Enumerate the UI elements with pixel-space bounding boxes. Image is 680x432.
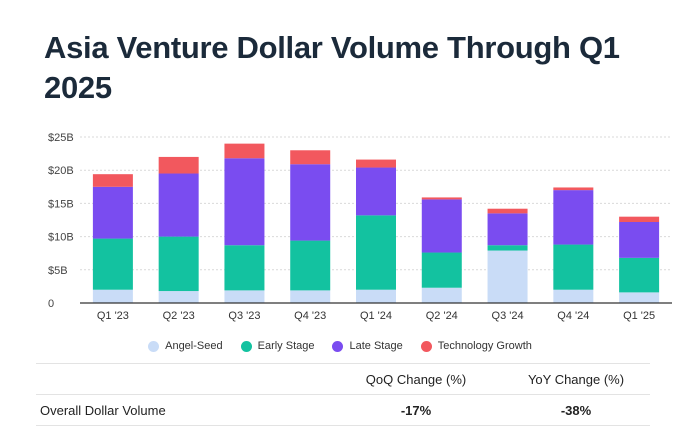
bar-segment — [224, 158, 265, 246]
y-tick-label: $15B — [48, 198, 74, 210]
bar-segment — [92, 238, 133, 290]
bar-segment — [553, 244, 594, 290]
bar-segment — [158, 236, 199, 292]
change-table: QoQ Change (%) YoY Change (%) Overall Do… — [36, 363, 650, 426]
bar-segment — [619, 221, 660, 258]
y-tick-label: $25B — [48, 132, 74, 144]
bar-segment — [224, 290, 265, 303]
bar-segment — [92, 289, 133, 303]
legend-item-angel-seed: Angel-Seed — [148, 340, 223, 352]
y-tick-label: $10B — [48, 232, 74, 244]
x-tick-label: Q2 '24 — [426, 310, 458, 322]
legend-swatch-late-stage — [332, 340, 344, 352]
qoq-value: -17% — [400, 403, 432, 418]
bar-segment — [487, 208, 528, 214]
bar-segment — [356, 167, 396, 216]
bar-segment — [487, 250, 528, 303]
table-row: Overall Dollar Volume -17% -38% — [36, 394, 650, 426]
x-tick-label: Q4 '24 — [557, 310, 589, 322]
legend-swatch-technology-growth — [420, 340, 432, 352]
stacked-bar-chart: 0 $5B $10B $15B $20B $25B Q1 '23 Q2 '23 Q3 '23 Q4… — [48, 132, 672, 322]
legend-swatch-angel-seed — [148, 340, 160, 352]
chart-title: Asia Venture Dollar Volume Through Q1 20… — [44, 30, 620, 105]
table-header-row: QoQ Change (%) YoY Change (%) — [36, 363, 650, 394]
bar-segment — [290, 290, 331, 303]
bar-segment — [92, 174, 133, 187]
x-tick-label: Q1 '25 — [623, 310, 655, 322]
bar-segment — [619, 257, 660, 293]
bar-segment — [421, 199, 462, 253]
bar-segment — [553, 289, 594, 303]
x-tick-label: Q1 '24 — [360, 310, 392, 322]
y-tick-label: $5B — [48, 265, 68, 277]
bar-segment — [421, 197, 462, 200]
legend-label-technology-growth: Technology Growth — [437, 340, 532, 352]
legend-swatch-early-stage — [240, 340, 252, 352]
y-tick-label: $20B — [48, 165, 74, 177]
y-tick-label: 0 — [48, 298, 54, 310]
bar-segment — [290, 240, 331, 291]
bar-segment — [487, 213, 528, 246]
bar-segment — [487, 245, 528, 251]
bar-segment — [421, 252, 462, 288]
table-header-qoq: QoQ Change (%) — [365, 372, 467, 387]
bar-segment — [356, 289, 396, 303]
row-label: Overall Dollar Volume — [40, 403, 166, 418]
legend-label-early-stage: Early Stage — [257, 340, 315, 352]
bar-segment — [92, 186, 133, 239]
legend-label-angel-seed: Angel-Seed — [165, 340, 223, 352]
legend-label-late-stage: Late Stage — [349, 340, 403, 352]
yoy-value: -38% — [560, 403, 592, 418]
bar-segment — [224, 245, 265, 291]
bar-segment — [619, 216, 660, 222]
bar-segment — [224, 143, 265, 159]
bar-segment — [553, 187, 594, 191]
bar-segment — [158, 291, 199, 303]
bar-segment — [158, 156, 199, 174]
table-header-yoy: YoY Change (%) — [527, 372, 625, 387]
x-tick-label: Q3 '23 — [228, 310, 260, 322]
legend-item-technology-growth: Technology Growth — [420, 340, 532, 352]
legend-item-early-stage: Early Stage — [240, 340, 315, 352]
bar-segment — [356, 215, 396, 290]
bar-segment — [290, 150, 331, 165]
bar-segment — [356, 159, 396, 168]
x-tick-label: Q3 '24 — [492, 310, 524, 322]
x-tick-label: Q2 '23 — [163, 310, 195, 322]
x-tick-label: Q1 '23 — [97, 310, 129, 322]
bar-segment — [158, 173, 199, 237]
bar-segment — [421, 287, 462, 303]
bar-segment — [619, 292, 660, 303]
bar-segment — [553, 190, 594, 245]
legend-item-late-stage: Late Stage — [332, 340, 403, 352]
bar-segment — [290, 164, 331, 241]
x-tick-label: Q4 '23 — [294, 310, 326, 322]
chart-legend: Angel-Seed Early Stage Late Stage Techno… — [0, 340, 680, 352]
